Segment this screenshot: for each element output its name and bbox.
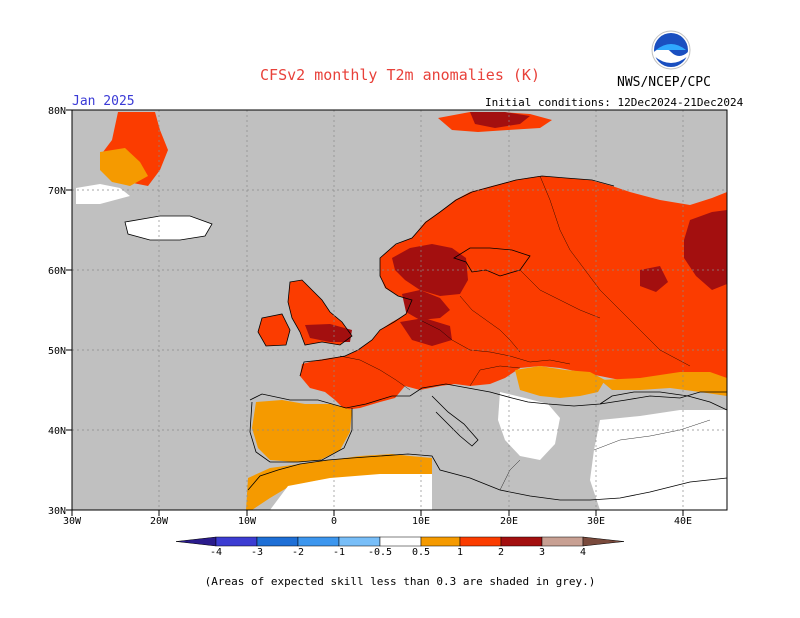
anomaly-region-iberia: [252, 400, 352, 462]
anomaly-strong-france: [305, 324, 352, 342]
near-normal-iceland: [125, 216, 212, 240]
colorbar-label: -4: [210, 547, 222, 558]
colorbar-label: 0.5: [412, 547, 430, 558]
axis-ticks: [66, 109, 684, 516]
colorbar-bin: [500, 536, 543, 547]
colorbar-bin: [541, 536, 584, 547]
graticule: [72, 110, 727, 510]
page-title: CFSv2 monthly T2m anomalies (K): [260, 66, 540, 84]
anomaly-strong-scandinavia: [392, 244, 468, 296]
lon-label: 0: [331, 516, 337, 527]
lon-label: 10E: [412, 516, 430, 527]
anomaly-region-europe: [300, 176, 727, 410]
colorbar-label: 3: [539, 547, 545, 558]
colorbar-bin: [297, 536, 340, 547]
lon-label: 20W: [150, 516, 169, 527]
colorbar-labels: -4 -3 -2 -1 -0.5 0.5 1 2 3 4: [210, 547, 586, 558]
anomaly-strong-svalbard: [470, 112, 530, 128]
lon-label: 30W: [63, 516, 82, 527]
lon-label: 20E: [500, 516, 518, 527]
colorbar-label: -2: [292, 547, 304, 558]
colorbar-label: -1: [333, 547, 345, 558]
initial-conditions: Initial conditions: 12Dec2024-21Dec2024: [485, 96, 744, 109]
colorbar-bin: [379, 536, 422, 547]
country-borders: [339, 175, 711, 491]
skill-footnote: (Areas of expected skill less than 0.3 a…: [204, 575, 596, 588]
near-normal-greenland-north: [76, 184, 130, 204]
colorbar-bin: [338, 536, 381, 547]
map-frame: [71, 109, 728, 511]
lon-label: 30E: [587, 516, 605, 527]
agency-label: NWS/NCEP/CPC: [617, 75, 711, 90]
colorbar-label: 4: [580, 547, 586, 558]
lat-label: 30N: [48, 506, 66, 517]
near-normal-sahara: [270, 474, 432, 510]
lat-label: 70N: [48, 186, 66, 197]
anomaly-strong-germany: [400, 318, 452, 346]
anomaly-region-balkans: [515, 366, 605, 398]
colorbar-label: 2: [498, 547, 504, 558]
anomaly-strong-russia-2: [640, 266, 668, 292]
anomaly-region-greenland-south: [100, 148, 148, 186]
colorbar-label: 1: [457, 547, 463, 558]
colorbar-bin: [420, 536, 461, 547]
colorbar-arrow-high: [582, 536, 625, 547]
anomaly-region-north-africa: [246, 454, 432, 510]
coastlines: [124, 175, 728, 501]
colorbar-label: -0.5: [368, 547, 392, 558]
anomaly-strong-baltic: [402, 290, 450, 320]
noaa-logo-icon: [651, 30, 691, 70]
forecast-month: Jan 2025: [72, 94, 135, 109]
colorbar-bin: [256, 536, 299, 547]
near-normal-middle-east: [590, 410, 727, 510]
lat-label: 40N: [48, 426, 66, 437]
colorbar-label: -3: [251, 547, 263, 558]
lon-label: 40E: [674, 516, 692, 527]
anomaly-strong-russia: [684, 210, 727, 290]
lat-label: 50N: [48, 346, 66, 357]
colorbar-bin: [215, 536, 258, 547]
colorbar-arrow-low: [175, 536, 217, 547]
anomaly-region-ireland: [258, 314, 290, 346]
colorbar-bin: [459, 536, 502, 547]
near-normal-balkans: [498, 392, 560, 460]
lon-label: 10W: [238, 516, 257, 527]
lat-label: 80N: [48, 106, 66, 117]
colorbar: [175, 536, 625, 547]
anomaly-region-turkey: [600, 372, 727, 396]
lat-label: 60N: [48, 266, 66, 277]
